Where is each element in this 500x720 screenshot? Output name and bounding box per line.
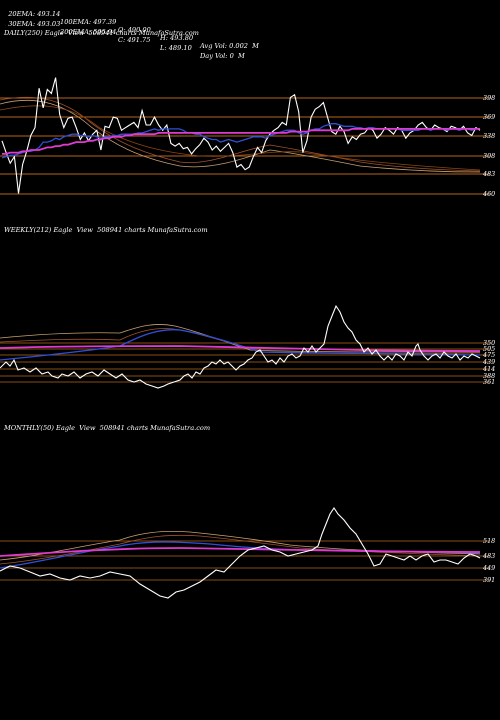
avg-vol-label: Avg Vol: 0.002 M xyxy=(200,42,259,50)
open-label: O: 490.00 xyxy=(118,26,151,34)
daily-ema-blue-line xyxy=(1,123,480,159)
weekly-panel: 350 505 475 439 414 388 361 xyxy=(0,304,495,389)
daily-tick-369: 369 xyxy=(483,113,495,121)
low-label: L: 489.10 xyxy=(160,44,192,52)
daily-ema-bands xyxy=(0,96,481,173)
weekly-tick-361: 361 xyxy=(483,378,495,386)
monthly-ema-tan-line xyxy=(0,530,481,561)
header-row-2: 30EMA: 493.03 200EMA: 505.94 C: 491.75 L… xyxy=(4,12,245,60)
daily-panel-title: DAILY(250) Eagle View 508941 charts Muna… xyxy=(4,29,199,37)
weekly-tick-475: 475 xyxy=(482,351,495,359)
weekly-ema-magenta-line xyxy=(0,345,481,352)
daily-ema-tan-2 xyxy=(0,96,481,172)
daily-ema-tan-1 xyxy=(0,99,481,173)
weekly-tick-350: 350 xyxy=(483,339,495,347)
ema100-label: 100EMA: 497.39 xyxy=(60,18,117,26)
daily-tick-338: 338 xyxy=(483,132,495,140)
monthly-price-line xyxy=(0,507,481,599)
daily-tick-460: 460 xyxy=(482,190,495,198)
daily-tick-398: 398 xyxy=(483,94,495,102)
monthly-tick-449: 449 xyxy=(482,564,495,572)
weekly-tick-388: 388 xyxy=(483,372,495,380)
weekly-tick-439: 439 xyxy=(482,358,495,366)
close-label: C: 491.75 xyxy=(118,36,151,44)
daily-tick-308: 308 xyxy=(483,152,495,160)
weekly-ema-blue-line xyxy=(0,329,481,361)
ema20-label: 20EMA: 493.14 xyxy=(8,10,61,18)
weekly-tick-labels: 350 505 475 439 414 388 361 xyxy=(482,339,495,386)
ema200-label: 200EMA: 505.94 xyxy=(60,28,117,36)
ema30-label: 30EMA: 493.03 xyxy=(8,20,61,28)
daily-tick-483: 483 xyxy=(482,170,495,178)
monthly-tick-labels: 518 483 449 391 xyxy=(482,537,495,584)
weekly-ema-tan-line xyxy=(0,324,481,353)
weekly-panel-title: WEEKLY(212) Eagle View 508941 charts Mun… xyxy=(4,226,208,234)
weekly-price-line xyxy=(0,304,481,389)
daily-panel: 398 369 338 308 483 460 xyxy=(0,77,495,198)
day-vol-label: Day Vol: 0 M xyxy=(200,52,245,60)
monthly-tick-483: 483 xyxy=(482,552,495,560)
daily-price-line xyxy=(1,77,481,194)
weekly-tick-414: 414 xyxy=(482,365,495,373)
monthly-panel: 518 483 449 391 xyxy=(0,507,495,599)
high-label: H: 493.80 xyxy=(160,34,194,42)
daily-ema-brown xyxy=(0,105,481,171)
header-row-1: 20EMA: 493.14 100EMA: 497.39 O: 490.00 H… xyxy=(4,2,259,50)
monthly-tick-518: 518 xyxy=(483,537,495,545)
daily-ema-magenta-line xyxy=(2,127,480,155)
weekly-level-lines xyxy=(0,342,490,383)
monthly-tick-391: 391 xyxy=(483,576,495,584)
monthly-ema-blue-line xyxy=(0,541,481,569)
weekly-tick-505: 505 xyxy=(483,345,495,353)
monthly-panel-title: MONTHLY(50) Eagle View 508941 charts Mun… xyxy=(4,424,211,432)
daily-tick-labels: 398 369 338 308 483 460 xyxy=(482,94,495,198)
